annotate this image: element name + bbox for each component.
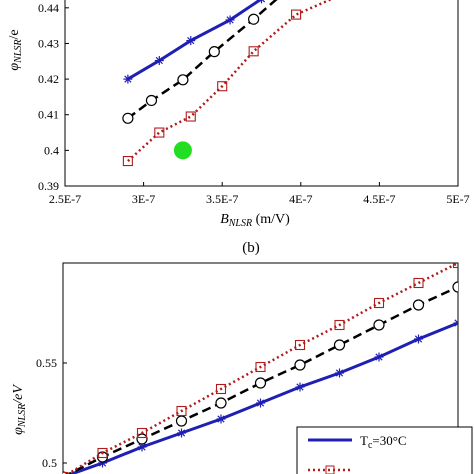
panel-b-series-2-point-6: [294, 339, 306, 351]
panel-b-series-0-point-3: [177, 428, 186, 438]
panel-a-y-tick-label: 0.42: [38, 72, 59, 86]
panel-a-x-axis-label: BNLSR (m/V): [220, 212, 290, 229]
panel-b-series-0-point-10: [453, 318, 458, 328]
panel-a-x-tick-label: 5E-7: [446, 192, 469, 206]
panel-a-series-2-line: [127, 0, 333, 163]
panel-a-x-tick-label: 3.5E-7: [206, 192, 238, 206]
panel-b-caption: (b): [242, 240, 260, 256]
panel-a-series-0-point-1: [154, 56, 164, 66]
panel-b-series-2-point-3: [176, 405, 187, 417]
panel-b-series-2-line: [65, 263, 458, 474]
panel-b-series-0-point-7: [335, 368, 344, 378]
panel-b-series-0-point-8: [374, 352, 384, 362]
panel-a-series-1-point-4: [248, 13, 260, 25]
panel-b-series-2-point-7: [334, 319, 345, 331]
panel-a-series-0-point-4: [257, 0, 266, 4]
legend-label-blue: Tc=30°C: [360, 433, 407, 451]
panel-a-series-0-point-3: [225, 15, 235, 25]
panel-b-series-2-point-5: [255, 361, 266, 373]
panel-a-series-2-point-4: [248, 46, 259, 57]
panel-a-y-tick-label: 0.43: [38, 36, 59, 50]
panel-b-series-1-point-5: [254, 377, 267, 389]
panel-a-series-2-point-1: [154, 127, 165, 138]
panel-b-series-2-point-4: [215, 383, 227, 395]
panel-b-plot-frame: [62, 262, 459, 474]
panel-b: 0.5 0.55 φNLSR/eV Tc=30°C: [11, 262, 473, 474]
panel-b-series-0-point-4: [216, 414, 226, 424]
panel-b-series-0-point-5: [256, 398, 265, 408]
panel-a-series-0-point-2: [186, 36, 196, 46]
panel-b-series-1-point-8: [373, 319, 385, 331]
panel-b-series-1-point-10: [452, 281, 458, 293]
panel-b-legend: Tc=30°C: [296, 426, 473, 474]
panel-b-series-0-point-6: [295, 382, 305, 392]
panel-a-highlight-point: [173, 141, 192, 160]
panel-a-y-axis-label: φNLSR/e: [7, 29, 24, 70]
panel-a-series-2-point-0: [122, 156, 133, 167]
panel-a-series-2-point-5: [291, 9, 302, 20]
panel-a-series-0-point-0: [123, 74, 133, 84]
panel-a-x-tick-label: 2.5E-7: [49, 192, 81, 206]
panel-a-x-tick-label: 3E-7: [132, 192, 155, 206]
panel-a: 2.5E-7 3E-7 3.5E-7 4E-7 4.5E-7 5E-7 0.39 0.4 0.…: [7, 0, 470, 256]
legend-marker-red: [325, 465, 335, 474]
panel-a-y-tick-label: 0.39: [38, 179, 59, 193]
panel-a-series-1-point-2: [177, 74, 189, 86]
panel-a-x-tick-label: 4.5E-7: [363, 192, 395, 206]
panel-b-series-2-point-8: [373, 297, 385, 309]
panel-a-series-1-point-0: [122, 112, 134, 124]
panel-a-series-2-point-2: [185, 111, 196, 122]
panel-b-series-1-point-6: [294, 359, 306, 371]
panel-a-y-tick-label: 0.4: [44, 143, 59, 157]
panel-b-series-2-point-1: [97, 447, 108, 459]
panel-a-y-tick-label: 0.44: [38, 1, 59, 15]
panel-b-y-axis-label: φNLSR/eV: [11, 384, 28, 435]
panel-a-series-1-line: [127, 0, 278, 120]
panel-b-series-0-point-9: [414, 334, 423, 344]
panel-b-series-1-point-4: [215, 397, 227, 409]
panel-a-series-0-line: [127, 0, 263, 81]
panel-b-series-1-point-3: [175, 415, 188, 427]
panel-b-series-1-point-7: [333, 339, 346, 351]
panel-a-series-2-point-3: [217, 81, 228, 92]
panel-a-series-1-point-1: [145, 94, 158, 107]
panel-b-series-2-point-9: [413, 277, 424, 289]
panel-b-series-2-point-2: [136, 427, 148, 439]
panel-b-y-tick-label: 0.5: [42, 456, 57, 470]
panel-b-series-1-point-9: [412, 299, 425, 311]
panel-b-y-tick-label: 0.55: [36, 356, 57, 370]
panel-a-y-tick-label: 0.41: [38, 108, 59, 122]
panel-a-series-1-point-3: [208, 46, 220, 58]
panel-a-plot-frame: [64, 0, 459, 187]
panel-a-x-tick-label: 4E-7: [289, 192, 312, 206]
